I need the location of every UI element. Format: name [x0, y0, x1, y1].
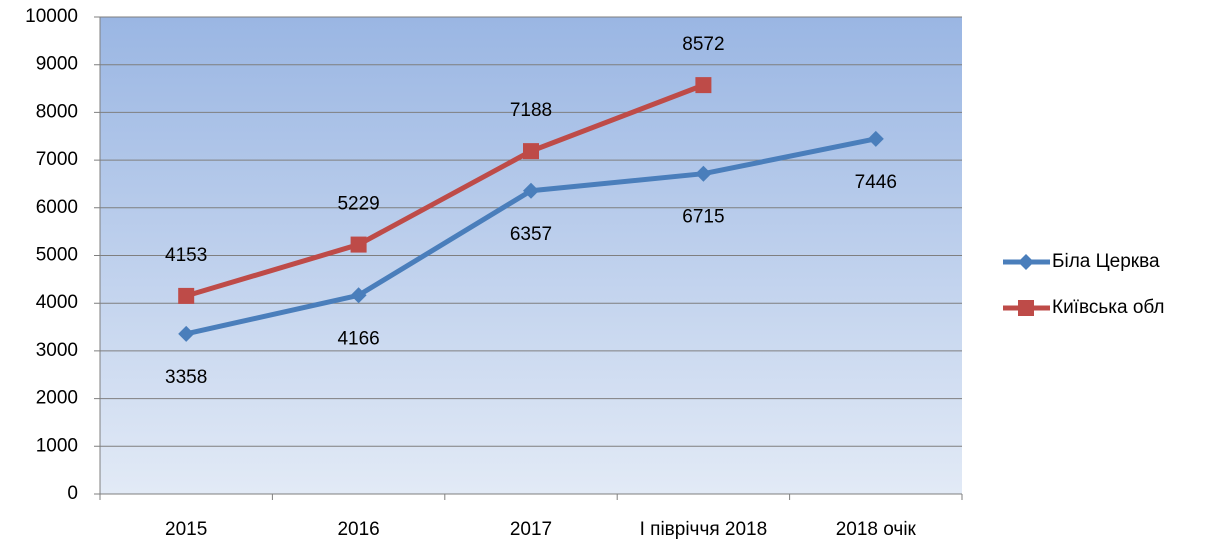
y-tick-label: 8000 — [36, 101, 78, 122]
y-tick-label: 0 — [67, 483, 78, 504]
x-tick-label: 2018 очік — [836, 519, 917, 540]
x-tick-label: 2015 — [165, 519, 207, 540]
marker — [350, 236, 367, 253]
y-tick-label: 4000 — [36, 292, 78, 313]
data-label: 3358 — [165, 367, 207, 388]
data-label: 5229 — [337, 194, 379, 215]
marker — [350, 287, 367, 304]
data-label: 7446 — [855, 172, 897, 193]
data-label: 6357 — [510, 224, 552, 245]
legend-label: Біла Церква — [1052, 251, 1160, 272]
marker — [523, 143, 539, 160]
y-tick-label: 2000 — [36, 388, 78, 409]
data-label: 4153 — [165, 245, 207, 266]
data-label: 8572 — [682, 34, 724, 55]
data-label: 4166 — [337, 328, 379, 349]
y-tick-label: 5000 — [36, 245, 78, 266]
marker — [867, 130, 884, 147]
y-tick-label: 6000 — [36, 197, 78, 218]
x-tick-label: І півріччя 2018 — [640, 519, 768, 540]
data-label: 7188 — [510, 100, 552, 121]
marker — [695, 165, 712, 182]
legend-marker — [1018, 300, 1034, 316]
marker — [523, 182, 539, 199]
y-tick-label: 1000 — [36, 435, 78, 456]
x-tick-label: 2016 — [337, 519, 379, 540]
y-tick-label: 10000 — [25, 6, 78, 27]
legend-marker — [1018, 254, 1034, 270]
y-tick-label: 3000 — [36, 340, 78, 361]
legend-label: Київська обл — [1052, 297, 1165, 318]
x-tick-label: 2017 — [510, 519, 552, 540]
marker — [178, 325, 195, 342]
y-tick-label: 7000 — [36, 149, 78, 170]
y-tick-label: 9000 — [36, 54, 78, 75]
data-label: 6715 — [682, 207, 724, 228]
marker — [695, 77, 712, 94]
series-line — [185, 82, 705, 299]
marker — [178, 287, 195, 304]
